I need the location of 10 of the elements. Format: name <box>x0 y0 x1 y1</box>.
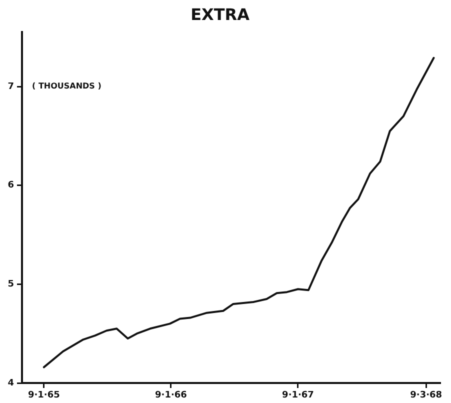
x-tick-label: 9·1·66 <box>155 390 187 401</box>
y-tick-label: 5 <box>8 280 14 290</box>
y-tick-label: 4 <box>8 378 14 388</box>
x-tick-label: 9·3·68 <box>410 390 442 401</box>
x-tick-label: 9·1·65 <box>28 390 60 401</box>
y-tick-label: 6 <box>8 180 14 191</box>
chart-title: EXTRA <box>190 4 250 24</box>
x-tick-label: 9·1·67 <box>282 390 314 401</box>
y-tick-label: 7 <box>8 82 14 92</box>
y-axis-title: ( THOUSANDS ) <box>32 82 102 91</box>
